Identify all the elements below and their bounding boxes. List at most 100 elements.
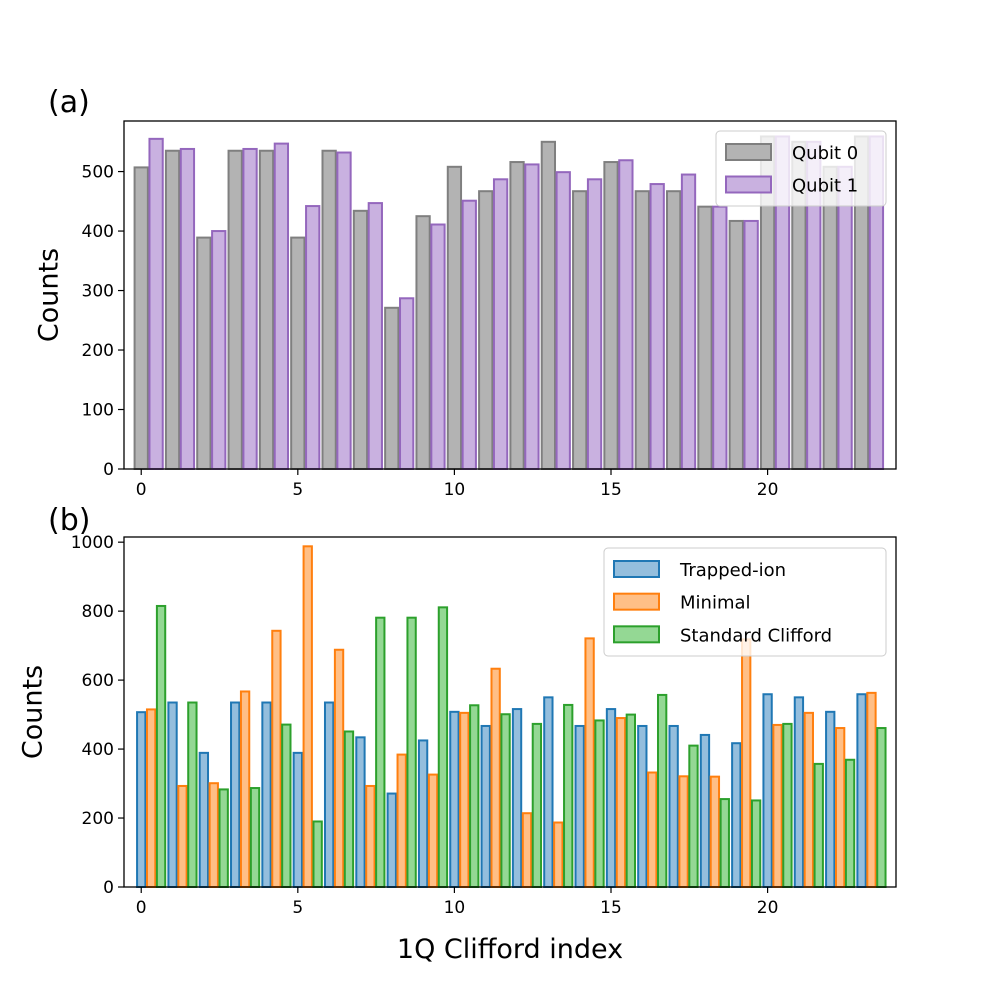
bar-standard-clifford-0 [155, 604, 167, 888]
bar-qubit-0-4 [258, 149, 275, 470]
bar-trapped-ion-22 [825, 710, 836, 888]
y-tick-label: 800 [82, 602, 114, 622]
bar-minimal-23 [866, 691, 877, 888]
x-tick-label: 5 [292, 480, 303, 500]
bar-standard-clifford-7 [375, 616, 386, 888]
bar-standard-clifford-4 [281, 723, 292, 888]
bar-trapped-ion-10 [449, 710, 460, 888]
x-tick-label: 15 [600, 898, 622, 918]
bar-minimal-5 [302, 545, 313, 889]
bar-standard-clifford-10 [469, 704, 480, 889]
bar-minimal-8 [396, 753, 407, 888]
panel-a-frame [123, 120, 897, 470]
bar-trapped-ion-6 [323, 701, 335, 888]
bar-standard-clifford-17 [688, 744, 699, 888]
bar-qubit-1-18 [712, 205, 728, 471]
bar-trapped-ion-14 [574, 724, 585, 888]
bar-standard-clifford-8 [406, 616, 417, 888]
bar-trapped-ion-19 [731, 742, 742, 889]
bar-qubit-1-0 [148, 137, 164, 470]
y-tick-label: 1000 [71, 533, 114, 553]
panel-a-y-axis-label: Counts [33, 248, 64, 342]
bar-minimal-13 [553, 821, 564, 888]
bar-trapped-ion-9 [417, 739, 429, 889]
bar-qubit-1-17 [680, 173, 697, 471]
bar-trapped-ion-3 [230, 701, 241, 888]
x-tick-label: 20 [757, 480, 779, 500]
bar-qubit-1-12 [524, 163, 540, 471]
y-tick-label: 400 [82, 740, 114, 760]
bar-qubit-1-14 [586, 178, 603, 471]
bar-qubit-1-4 [273, 142, 290, 470]
x-tick-label: 0 [136, 898, 147, 918]
bar-qubit-0-0 [133, 166, 149, 470]
bar-minimal-21 [803, 711, 814, 888]
y-tick-label: 100 [82, 401, 114, 421]
legend-swatch-qubit-1 [725, 175, 772, 194]
y-tick-label: 300 [82, 282, 114, 302]
y-tick-label: 400 [82, 222, 114, 242]
bar-standard-clifford-20 [782, 722, 793, 888]
bar-qubit-1-3 [242, 147, 258, 470]
panel-b-y-ticks: 0 200 400 600 800 1000 [71, 533, 124, 898]
x-tick-label: 20 [757, 898, 779, 918]
y-tick-label: 500 [82, 163, 114, 183]
bar-trapped-ion-2 [198, 751, 210, 888]
legend-swatch-qubit-0 [725, 143, 772, 161]
bar-trapped-ion-18 [699, 733, 711, 888]
bar-qubit-1-11 [492, 178, 509, 471]
y-tick-label: 600 [82, 671, 114, 691]
bar-trapped-ion-12 [511, 708, 523, 888]
panel-b-x-axis-label: 1Q Clifford index [397, 934, 623, 965]
legend-label-trapped-ion: Trapped-ion [679, 560, 786, 581]
bar-standard-clifford-15 [625, 713, 636, 888]
legend-swatch-minimal [613, 592, 660, 611]
bar-qubit-1-8 [399, 297, 415, 470]
bar-standard-clifford-18 [719, 798, 730, 889]
panel-b-bars [136, 545, 887, 889]
bar-qubit-0-7 [352, 209, 369, 470]
legend-label-minimal: Minimal [680, 593, 751, 614]
panel-b-y-axis-label: Counts [17, 665, 48, 759]
bar-trapped-ion-20 [762, 693, 773, 889]
bar-standard-clifford-16 [656, 693, 668, 888]
bar-standard-clifford-2 [218, 788, 229, 889]
bar-trapped-ion-0 [136, 711, 147, 889]
bar-trapped-ion-8 [386, 792, 397, 888]
bar-qubit-0-3 [227, 149, 243, 470]
bar-standard-clifford-14 [594, 719, 605, 889]
bar-standard-clifford-9 [437, 606, 449, 889]
bar-qubit-1-13 [555, 171, 571, 471]
bar-qubit-1-6 [336, 151, 352, 470]
bar-minimal-16 [647, 771, 658, 888]
bar-minimal-12 [521, 812, 533, 889]
x-tick-label: 10 [444, 898, 466, 918]
bar-minimal-7 [365, 784, 376, 888]
bar-trapped-ion-17 [668, 724, 679, 888]
legend-swatch-trapped-ion [613, 560, 660, 578]
bar-trapped-ion-21 [793, 696, 805, 889]
bar-trapped-ion-7 [355, 736, 366, 889]
bar-qubit-1-19 [743, 219, 759, 470]
bar-minimal-17 [678, 775, 689, 889]
bar-qubit-0-13 [540, 140, 557, 470]
bar-trapped-ion-15 [605, 708, 617, 888]
bar-qubit-0-17 [666, 190, 682, 470]
y-tick-label: 200 [82, 809, 114, 829]
x-tick-label: 15 [600, 480, 622, 500]
bar-qubit-0-11 [478, 190, 494, 470]
bar-qubit-0-2 [196, 236, 212, 470]
panel-b-x-ticks: 0 5 10 15 20 [136, 887, 779, 918]
panel-a: (a) 0 5 10 15 20 0 100 200 300 400 500 Counts Qub… [33, 85, 897, 500]
bar-minimal-9 [427, 773, 439, 888]
bar-qubit-0-1 [164, 149, 181, 470]
bar-standard-clifford-1 [187, 701, 198, 888]
y-tick-label: 200 [82, 341, 114, 361]
bar-trapped-ion-5 [292, 751, 303, 888]
bar-qubit-0-15 [603, 161, 619, 471]
bar-trapped-ion-4 [261, 701, 272, 888]
bar-minimal-0 [145, 708, 157, 889]
legend-label-qubit-0: Qubit 0 [792, 143, 858, 164]
bar-standard-clifford-11 [500, 713, 511, 889]
